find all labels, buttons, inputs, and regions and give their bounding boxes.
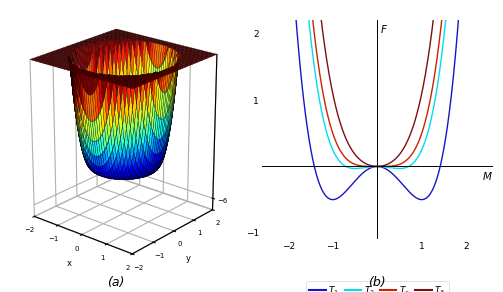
Legend: $T_{1}$, $T_{2}$, $T_c$, $T_{3}$: $T_{1}$, $T_{2}$, $T_c$, $T_{3}$: [306, 281, 449, 292]
Text: (b): (b): [368, 276, 386, 289]
Text: M: M: [483, 172, 491, 182]
X-axis label: x: x: [67, 258, 72, 267]
Text: (a): (a): [107, 276, 124, 289]
Y-axis label: y: y: [186, 254, 191, 263]
Text: F: F: [381, 25, 387, 35]
